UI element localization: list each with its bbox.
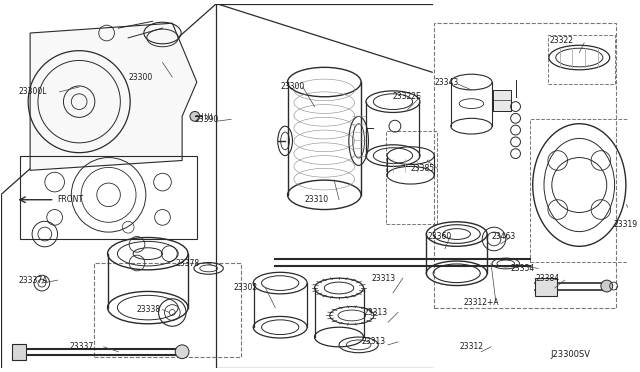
Text: 23312+A: 23312+A	[463, 298, 499, 307]
Bar	[493, 90, 511, 112]
Text: 23384: 23384	[535, 274, 559, 283]
Text: 23313: 23313	[371, 274, 396, 283]
Bar	[531, 119, 628, 262]
Text: 23378: 23378	[175, 259, 200, 268]
Text: 23463: 23463	[491, 232, 515, 241]
Text: 23302: 23302	[233, 283, 257, 292]
Polygon shape	[30, 23, 197, 170]
Text: 23300: 23300	[128, 73, 152, 81]
Text: 23343: 23343	[434, 77, 458, 87]
Bar	[386, 131, 437, 224]
Text: 23313: 23313	[362, 337, 386, 346]
Bar	[548, 35, 614, 84]
Text: 23300: 23300	[280, 83, 305, 92]
Circle shape	[190, 112, 200, 121]
Text: 23337: 23337	[69, 342, 93, 351]
Text: 23312: 23312	[460, 342, 484, 351]
Circle shape	[601, 280, 612, 292]
Text: J23300SV: J23300SV	[550, 350, 590, 359]
Text: 23390: 23390	[195, 115, 219, 124]
Text: 23310: 23310	[305, 195, 329, 204]
Text: 23354: 23354	[511, 264, 535, 273]
Text: 23313: 23313	[364, 308, 388, 317]
Text: 23300L: 23300L	[19, 87, 47, 96]
Text: 23319: 23319	[614, 220, 637, 229]
Text: 23385: 23385	[411, 164, 435, 173]
Text: FRONT: FRONT	[58, 195, 84, 204]
Bar	[434, 23, 616, 308]
Bar	[535, 278, 557, 296]
Text: 23322E: 23322E	[393, 92, 422, 101]
Bar	[12, 344, 26, 360]
Text: 23322: 23322	[550, 36, 574, 45]
Text: 23338: 23338	[136, 305, 160, 314]
Bar	[493, 100, 511, 112]
Text: 23337A: 23337A	[19, 276, 48, 285]
Bar	[94, 263, 241, 357]
Text: 23360: 23360	[428, 232, 452, 241]
Circle shape	[175, 345, 189, 359]
